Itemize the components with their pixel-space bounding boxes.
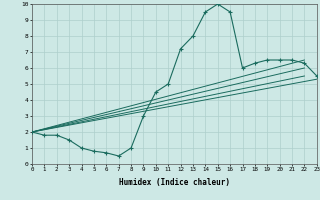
X-axis label: Humidex (Indice chaleur): Humidex (Indice chaleur) <box>119 178 230 187</box>
